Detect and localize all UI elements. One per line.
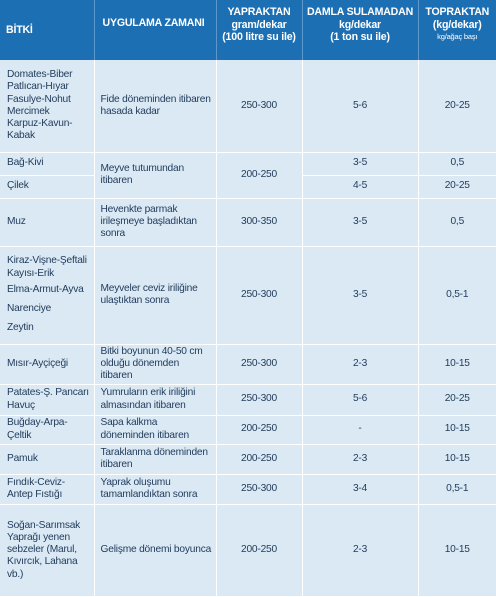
leaf-dose-cell: 250-300 bbox=[216, 384, 303, 416]
soil-dose-cell: 0,5-1 bbox=[418, 474, 496, 505]
drip-dose-cell: 2-3 bbox=[302, 504, 419, 597]
drip-dose-cell: 2-3 bbox=[302, 344, 419, 385]
plant-name: Kayısı-Erik bbox=[7, 267, 55, 279]
leaf-dose-cell: 250-300 bbox=[216, 246, 303, 345]
drip-dose-cell: 5-6 bbox=[302, 384, 419, 416]
drip-dose-cell: 3-4 bbox=[302, 474, 419, 505]
drip-dose-cell: 3-5 bbox=[302, 246, 419, 345]
plant-name: Zeytin bbox=[7, 322, 34, 334]
leaf-dose-cell: 200-250 bbox=[216, 504, 303, 597]
plant-name: Narenciye bbox=[7, 303, 52, 315]
table-row: Domates-Biber Patlıcan-Hıyar Fasulye-Noh… bbox=[0, 60, 496, 153]
plant-cell: Muz bbox=[0, 198, 95, 247]
header-drip-unit: kg/dekar bbox=[339, 18, 381, 31]
plant-name: Elma-Armut-Ayva bbox=[7, 283, 84, 295]
table-row: Pamuk Taraklanma döneminden itibaren 200… bbox=[0, 444, 496, 475]
plant-cell: Domates-Biber Patlıcan-Hıyar Fasulye-Noh… bbox=[0, 60, 95, 153]
header-leaf-unit: gram/dekar bbox=[231, 18, 287, 31]
table-row: Buğday-Arpa-Çeltik Sapa kalkma döneminde… bbox=[0, 415, 496, 445]
soil-dose-cell: 10-15 bbox=[418, 344, 496, 385]
header-soil: TOPRAKTAN (kg/dekar) kg/ağaç başı bbox=[418, 0, 496, 60]
header-leaf: YAPRAKTAN gram/dekar (100 litre su ile) bbox=[216, 0, 303, 60]
leaf-dose-cell: 300-350 bbox=[216, 198, 303, 247]
header-soil-title: TOPRAKTAN bbox=[425, 6, 490, 18]
plant-name: Karpuz-Kavun- bbox=[7, 117, 73, 129]
table-row: Muz Hevenkte parmak irileşmeye başladıkt… bbox=[0, 198, 496, 247]
drip-dose-cell: 5-6 bbox=[302, 60, 419, 153]
soil-dose-cell: 20-25 bbox=[418, 175, 496, 199]
timing-cell: Gelişme dönemi boyunca bbox=[94, 504, 217, 597]
table-row: Soğan-Sarımsak Yaprağı yenen sebzeler (M… bbox=[0, 504, 496, 597]
header-soil-unit: (kg/dekar) bbox=[432, 18, 482, 31]
leaf-dose-cell: 250-300 bbox=[216, 60, 303, 153]
table-row: Patates-Ş. Pancarı Havuç Yumruların erik… bbox=[0, 384, 496, 416]
header-drip-note: (1 ton su ile) bbox=[330, 31, 390, 44]
header-leaf-note: (100 litre su ile) bbox=[222, 31, 296, 44]
plant-name: Patlıcan-Hıyar bbox=[7, 81, 69, 93]
header-drip: DAMLA SULAMADAN kg/dekar (1 ton su ile) bbox=[302, 0, 419, 60]
timing-cell: Fide döneminden itibaren hasada kadar bbox=[94, 60, 217, 153]
plant-cell: Soğan-Sarımsak Yaprağı yenen sebzeler (M… bbox=[0, 504, 95, 597]
plant-cell: Bağ-Kivi bbox=[0, 152, 95, 176]
drip-dose-cell: 4-5 bbox=[302, 175, 419, 199]
plant-name: Kiraz-Vişne-Şeftali bbox=[7, 255, 87, 267]
timing-cell: Sapa kalkma döneminden itibaren bbox=[94, 415, 217, 445]
soil-dose-cell: 10-15 bbox=[418, 415, 496, 445]
plant-list: Domates-Biber Patlıcan-Hıyar Fasulye-Noh… bbox=[7, 69, 90, 142]
soil-dose-cell: 20-25 bbox=[418, 60, 496, 153]
plant-cell: Fındık-Ceviz-Antep Fıstığı bbox=[0, 474, 95, 505]
header-row: BİTKİ UYGULAMA ZAMANI YAPRAKTAN gram/dek… bbox=[0, 0, 496, 60]
plant-name: Fasulye-Nohut bbox=[7, 93, 71, 105]
soil-dose-cell: 0,5 bbox=[418, 152, 496, 176]
header-leaf-title: YAPRAKTAN bbox=[227, 6, 291, 18]
table-row: Bağ-Kivi Meyve tutumundan itibaren 200-2… bbox=[0, 152, 496, 199]
soil-dose-cell: 0,5 bbox=[418, 198, 496, 247]
timing-cell: Hevenkte parmak irileşmeye başladıktan s… bbox=[94, 198, 217, 247]
plant-cell: Patates-Ş. Pancarı Havuç bbox=[0, 384, 95, 416]
leaf-dose-cell: 200-250 bbox=[216, 444, 303, 475]
plant-cell: Çilek bbox=[0, 175, 95, 199]
soil-dose-cell: 10-15 bbox=[418, 444, 496, 475]
header-soil-note: kg/ağaç başı bbox=[437, 32, 478, 42]
leaf-dose-cell: 250-300 bbox=[216, 474, 303, 505]
timing-cell: Meyve tutumundan itibaren bbox=[94, 152, 217, 199]
plant-name: Domates-Biber bbox=[7, 69, 73, 81]
soil-dose-cell: 10-15 bbox=[418, 504, 496, 597]
drip-dose-cell: 2-3 bbox=[302, 444, 419, 475]
soil-dose-cell: 0,5-1 bbox=[418, 246, 496, 345]
drip-dose-cell: - bbox=[302, 415, 419, 445]
plant-cell: Kiraz-Vişne-Şeftali Kayısı-Erik Elma-Arm… bbox=[0, 246, 95, 345]
plant-list: Kiraz-Vişne-Şeftali Kayısı-Erik Elma-Arm… bbox=[7, 255, 90, 334]
drip-dose-cell: 3-5 bbox=[302, 152, 419, 176]
plant-name: Mercimek bbox=[7, 105, 50, 117]
timing-cell: Bitki boyunun 40-50 cm olduğu dönemden i… bbox=[94, 344, 217, 385]
soil-dose-cell: 20-25 bbox=[418, 384, 496, 416]
timing-cell: Meyveler ceviz iriliğine ulaştıktan sonr… bbox=[94, 246, 217, 345]
plant-name: Kabak bbox=[7, 130, 35, 142]
table-row: Fındık-Ceviz-Antep Fıstığı Yaprak oluşum… bbox=[0, 474, 496, 505]
table-row: Kiraz-Vişne-Şeftali Kayısı-Erik Elma-Arm… bbox=[0, 246, 496, 345]
plant-cell: Buğday-Arpa-Çeltik bbox=[0, 415, 95, 445]
header-drip-title: DAMLA SULAMADAN bbox=[306, 6, 414, 18]
leaf-dose-cell: 200-250 bbox=[216, 152, 303, 199]
header-timing: UYGULAMA ZAMANI bbox=[94, 0, 217, 60]
plant-cell: Mısır-Ayçiçeği bbox=[0, 344, 95, 385]
plant-cell: Pamuk bbox=[0, 444, 95, 475]
drip-dose-cell: 3-5 bbox=[302, 198, 419, 247]
leaf-dose-cell: 250-300 bbox=[216, 344, 303, 385]
table-row: Mısır-Ayçiçeği Bitki boyunun 40-50 cm ol… bbox=[0, 344, 496, 385]
header-plant: BİTKİ bbox=[0, 0, 95, 60]
leaf-dose-cell: 200-250 bbox=[216, 415, 303, 445]
timing-cell: Taraklanma döneminden itibaren bbox=[94, 444, 217, 475]
table-row: Çilek 4-5 20-25 bbox=[0, 175, 496, 199]
timing-cell: Yumruların erik iriliğini almasından iti… bbox=[94, 384, 217, 416]
timing-cell: Yaprak oluşumu tamamlandıktan sonra bbox=[94, 474, 217, 505]
